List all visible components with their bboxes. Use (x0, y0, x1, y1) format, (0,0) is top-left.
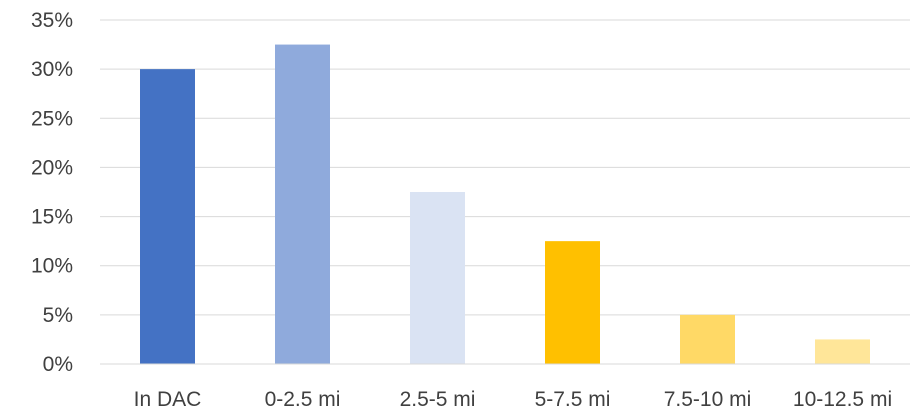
bar-7-5-10-mi (680, 314, 735, 364)
x-tick-label: 7.5-10 mi (664, 388, 752, 411)
x-tick-label: 0-2.5 mi (265, 388, 341, 411)
y-tick-label: 30% (31, 58, 73, 81)
bar-in-dac (140, 69, 195, 365)
bar-5-7-5-mi (545, 241, 600, 364)
y-tick-label: 20% (31, 156, 73, 179)
y-tick-label: 15% (31, 206, 73, 229)
bar-0-2-5-mi (275, 44, 330, 364)
y-tick-label: 10% (31, 255, 73, 278)
y-tick-label: 0% (43, 353, 73, 376)
bar-2-5-5-mi (410, 192, 465, 364)
x-tick-label: 5-7.5 mi (535, 388, 611, 411)
x-tick-label: 2.5-5 mi (400, 388, 476, 411)
bars (140, 44, 870, 365)
bar-10-12-5-mi (815, 339, 870, 364)
x-axis-tick-labels: In DAC 0-2.5 mi 2.5-5 mi 5-7.5 mi 7.5-10 mi 1… (134, 388, 892, 411)
x-tick-label: 10-12.5 mi (793, 388, 892, 411)
y-tick-label: 35% (31, 9, 73, 32)
y-tick-label: 25% (31, 107, 73, 130)
y-axis-tick-labels: 0% 5% 10% 15% 20% 25% 30% 35% (31, 9, 73, 376)
y-tick-label: 5% (43, 304, 73, 327)
gridlines (100, 19, 910, 316)
x-tick-label: In DAC (134, 388, 202, 411)
